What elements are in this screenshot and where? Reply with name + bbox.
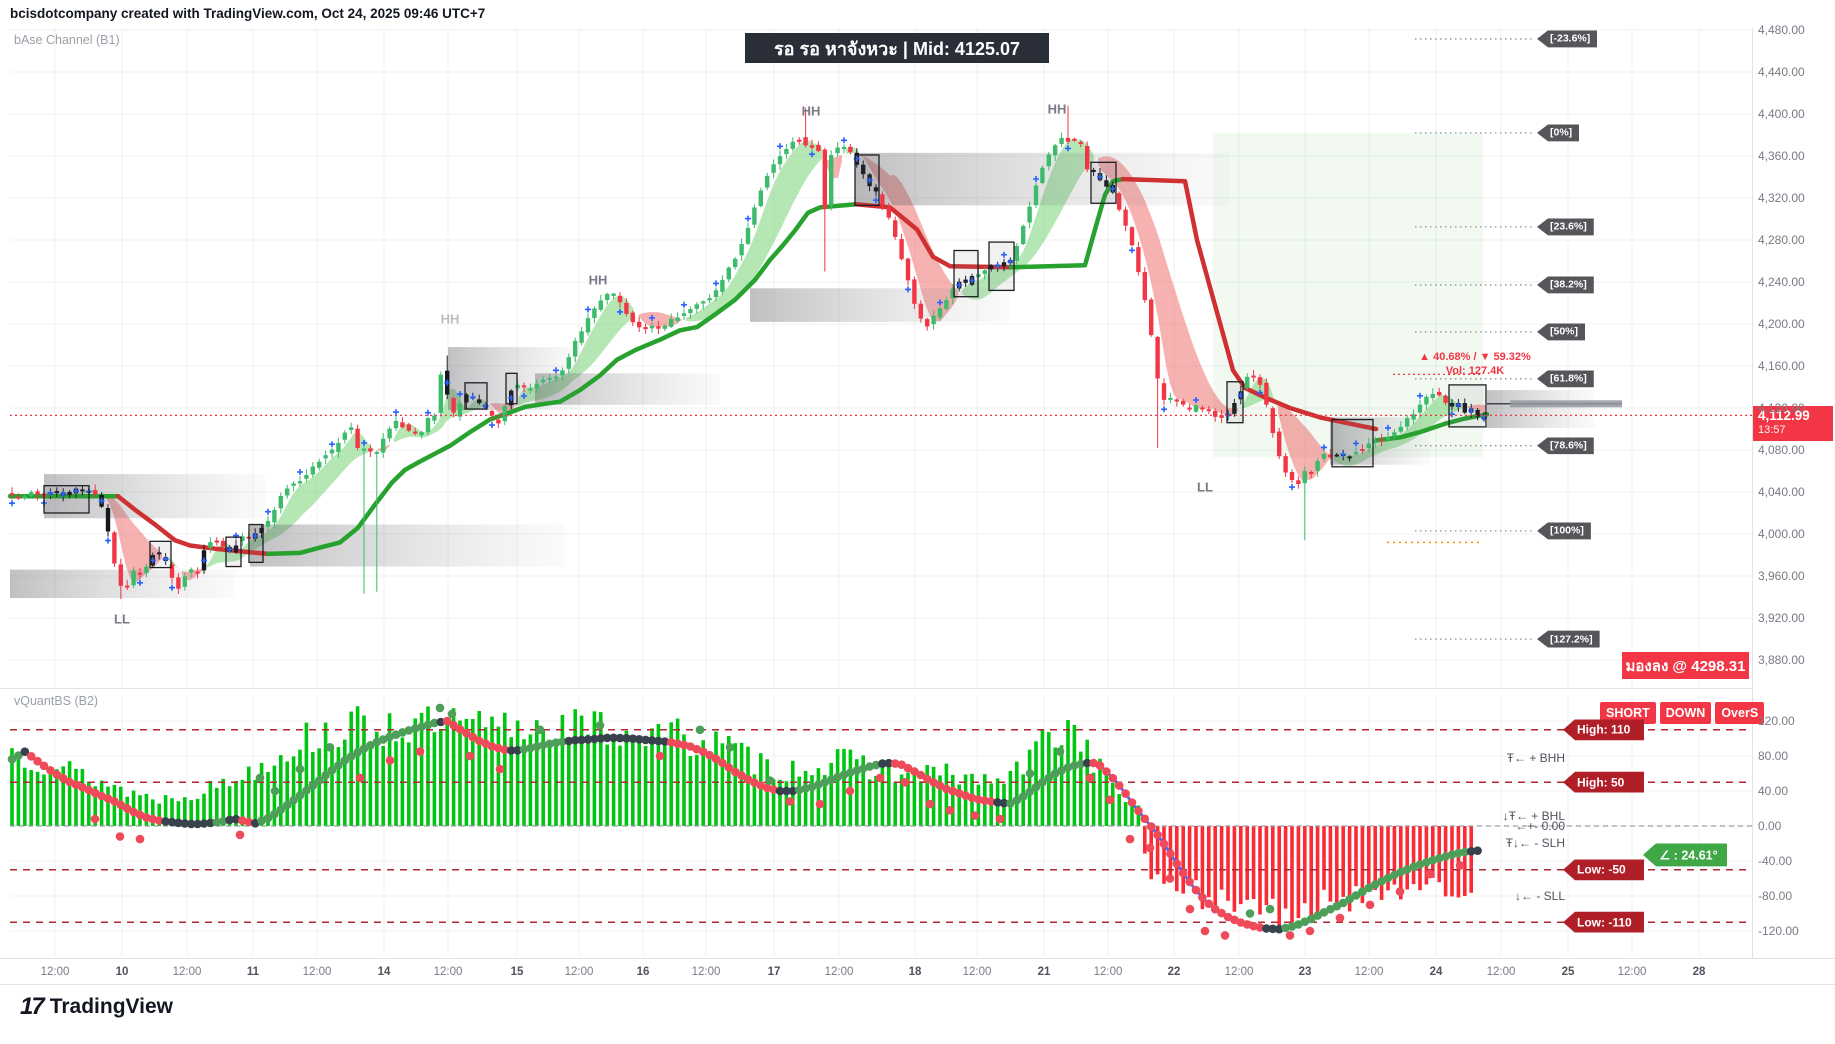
price-tick: 4,360.00 bbox=[1758, 148, 1805, 163]
price-tick: 4,240.00 bbox=[1758, 274, 1805, 289]
swing-label-hh: HH bbox=[801, 103, 821, 119]
time-tick: 12:00 bbox=[1354, 966, 1384, 978]
swing-label-hh: HH bbox=[1047, 101, 1067, 117]
osc-tick: 0.00 bbox=[1758, 819, 1782, 833]
current-price-value: 4,112.99 bbox=[1758, 408, 1810, 423]
time-tick: 12:00 bbox=[172, 966, 202, 978]
title-banner[interactable]: รอ รอ หาจังหวะ | Mid: 4125.07 bbox=[745, 33, 1049, 63]
osc-threshold-tag[interactable]: High: 50 bbox=[1563, 771, 1644, 793]
time-tick: 12:00 bbox=[302, 966, 332, 978]
time-tick: 21 bbox=[1037, 966, 1051, 978]
osc-tick: 40.00 bbox=[1758, 784, 1789, 798]
swing-label-hh: HH bbox=[588, 272, 608, 288]
time-tick: 16 bbox=[636, 966, 650, 978]
time-tick: 12:00 bbox=[691, 966, 721, 978]
time-tick: 18 bbox=[908, 966, 922, 978]
oscillator-layer[interactable] bbox=[7, 703, 1752, 940]
price-tick: 3,920.00 bbox=[1758, 610, 1805, 625]
fib-level-tag[interactable]: [127.2%] bbox=[1537, 630, 1600, 648]
osc-tick: 80.00 bbox=[1758, 749, 1789, 763]
oscillator-indicator-label[interactable]: vQuantBS (B2) bbox=[14, 694, 99, 708]
price-tick: 4,040.00 bbox=[1758, 484, 1805, 499]
fib-level-tag[interactable]: [-23.6%] bbox=[1537, 30, 1598, 48]
osc-signal-note: ↓Ŧ← + BHL bbox=[1502, 809, 1565, 824]
osc-signal-note: ←+- 0.00 bbox=[1515, 819, 1565, 833]
price-tick: 4,440.00 bbox=[1758, 64, 1805, 79]
stats-volume: Vol: 127.4K bbox=[1445, 364, 1505, 377]
time-tick: 11 bbox=[246, 966, 260, 978]
fib-level-tag[interactable]: [61.8%] bbox=[1537, 370, 1594, 388]
osc-signal-note: ↓← - SLL bbox=[1514, 889, 1565, 903]
fib-level-tag[interactable]: [0%] bbox=[1537, 124, 1580, 142]
level-lines bbox=[10, 38, 1752, 640]
time-tick: 24 bbox=[1429, 966, 1443, 978]
mode-button-overs[interactable]: OverS bbox=[1715, 702, 1765, 724]
time-tick: 12:00 bbox=[564, 966, 594, 978]
fib-level-tag[interactable]: [100%] bbox=[1537, 522, 1591, 540]
osc-angle-tag[interactable]: ∠ : 24.61° bbox=[1643, 843, 1727, 867]
time-tick: 12:00 bbox=[962, 966, 992, 978]
time-tick: 17 bbox=[767, 966, 781, 978]
time-tick: 12:00 bbox=[1224, 966, 1254, 978]
current-price-tag[interactable]: 4,112.99 13:57 bbox=[1753, 406, 1833, 441]
stats-ratio: ▲ 40.68% / ▼ 59.32% bbox=[1419, 351, 1531, 363]
time-tick: 22 bbox=[1167, 966, 1181, 978]
time-tick: 12:00 bbox=[40, 966, 70, 978]
osc-tick: -120.00 bbox=[1758, 924, 1799, 938]
price-tick: 3,960.00 bbox=[1758, 568, 1805, 583]
time-tick: 14 bbox=[377, 966, 391, 978]
osc-threshold-tag[interactable]: Low: -110 bbox=[1563, 911, 1644, 933]
osc-threshold-tag[interactable]: High: 110 bbox=[1563, 719, 1644, 741]
fib-level-tag[interactable]: [38.2%] bbox=[1537, 276, 1594, 294]
price-tick: 4,120.00 bbox=[1758, 400, 1805, 415]
time-tick: 25 bbox=[1561, 966, 1575, 978]
price-tick: 4,160.00 bbox=[1758, 358, 1805, 373]
trail-stop-line[interactable] bbox=[7, 176, 1490, 557]
bar-countdown: 13:57 bbox=[1758, 423, 1786, 436]
credit-line: bcisdotcompany created with TradingView.… bbox=[10, 6, 486, 21]
osc-tick: -40.00 bbox=[1758, 854, 1793, 868]
time-tick: 10 bbox=[115, 966, 129, 978]
buy-sell-stats: ▲ 40.68% / ▼ 59.32% Vol: 127.4K bbox=[1400, 351, 1550, 379]
price-tick: 4,400.00 bbox=[1758, 106, 1805, 121]
fib-level-tag[interactable]: [23.6%] bbox=[1537, 218, 1594, 236]
time-tick: 12:00 bbox=[1486, 966, 1516, 978]
price-tick: 4,280.00 bbox=[1758, 232, 1805, 247]
price-tick: 4,320.00 bbox=[1758, 190, 1805, 205]
osc-signal-note: Ŧ← + BHH bbox=[1506, 750, 1565, 765]
time-tick: 23 bbox=[1298, 966, 1312, 978]
time-tick: 12:00 bbox=[1617, 966, 1647, 978]
fib-level-tag[interactable]: [50%] bbox=[1537, 323, 1586, 341]
main-indicator-label[interactable]: bAse Channel (B1) bbox=[14, 33, 120, 47]
price-tick: 3,880.00 bbox=[1758, 652, 1805, 667]
target-note-tag[interactable]: มองลง @ 4298.31 bbox=[1622, 652, 1749, 679]
time-tick: 12:00 bbox=[1093, 966, 1123, 978]
position-boxes[interactable] bbox=[43, 154, 1487, 569]
mode-button-short[interactable]: SHORT bbox=[1600, 702, 1656, 724]
time-tick: 12:00 bbox=[824, 966, 854, 978]
price-tick: 4,080.00 bbox=[1758, 442, 1805, 457]
osc-threshold-tag[interactable]: Low: -50 bbox=[1563, 859, 1644, 881]
osc-tick: -80.00 bbox=[1758, 889, 1793, 903]
tradingview-logo-text: TradingView bbox=[49, 995, 174, 1018]
price-tick: 4,000.00 bbox=[1758, 526, 1805, 541]
candles-layer[interactable] bbox=[9, 105, 1487, 600]
swing-label-hh: HH bbox=[440, 311, 460, 327]
time-tick: 15 bbox=[510, 966, 524, 978]
mode-button-down[interactable]: DOWN bbox=[1659, 702, 1712, 724]
tradingview-logo[interactable]: 17 TradingView bbox=[20, 993, 173, 1021]
osc-tick: 120.00 bbox=[1758, 714, 1795, 728]
osc-signal-note: Ŧ↓← - SLH bbox=[1505, 835, 1565, 850]
price-tick: 4,200.00 bbox=[1758, 316, 1805, 331]
mode-buttons: SHORT DOWN OverS bbox=[1600, 702, 1765, 724]
price-tick: 4,480.00 bbox=[1758, 23, 1805, 37]
time-tick: 28 bbox=[1692, 966, 1706, 978]
swing-label-ll: LL bbox=[1197, 479, 1213, 495]
tradingview-logo-icon: 17 bbox=[20, 993, 45, 1020]
fib-level-tag[interactable]: [78.6%] bbox=[1537, 437, 1594, 455]
swing-label-ll: LL bbox=[114, 611, 130, 627]
time-tick: 12:00 bbox=[433, 966, 463, 978]
